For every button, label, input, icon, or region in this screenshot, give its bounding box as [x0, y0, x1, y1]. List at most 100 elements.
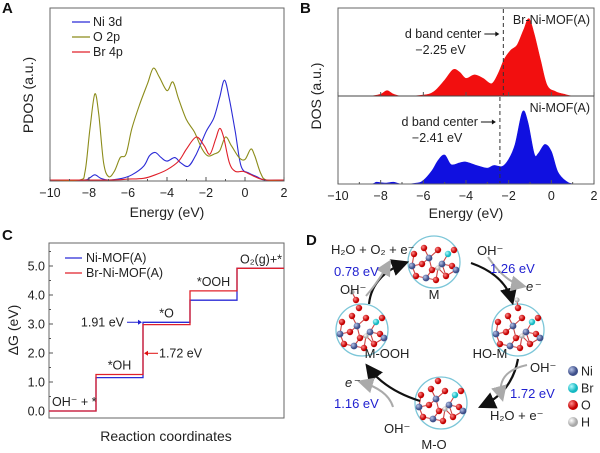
legend-atom-ni [568, 366, 578, 376]
panel-letter-b: B [300, 0, 311, 17]
atom-o [514, 304, 522, 312]
step2-reactant: OH⁻ [530, 360, 556, 375]
panel-letter-a: A [2, 0, 13, 17]
atom-o [512, 334, 520, 342]
y-tick-label: 5.0 [28, 260, 45, 274]
panel-c-free-energy-chart: 0.0 1.0 2.0 3.0 4.0 5.0 OH⁻ + * *OH *O *OOH O₂(g)… [5, 242, 285, 444]
panel-letter-c: C [2, 227, 13, 244]
atom-o [356, 334, 364, 342]
step2-energy: 1.72 eV [510, 386, 555, 401]
x-tick-label: 0 [548, 189, 555, 203]
pdos-line-ni-3d [49, 79, 285, 181]
atom-o [434, 377, 442, 385]
atom-ni [425, 254, 433, 262]
x-tick-label: −6 [416, 189, 430, 203]
atom-o [450, 246, 458, 254]
atom-o [496, 340, 504, 348]
d-band-arrow-head [491, 119, 496, 125]
step1-product: e⁻ [526, 279, 541, 294]
molecule-m-o [414, 376, 468, 430]
cycle-arrow-mo-to-mooh [365, 363, 421, 403]
panel-a-ylabel: PDOS (a.u.) [20, 57, 36, 133]
atom-o [449, 413, 457, 421]
panel-a-pdos-chart: −10 −8 −6 −4 −2 0 2 Energy (eV) PDOS (a.u.) Ni… [20, 7, 288, 220]
panel-c-xlabel: Reaction coordinates [100, 428, 232, 444]
x-tick-label: −10 [327, 189, 348, 203]
pdos-line-o-2p [49, 67, 285, 182]
legend-atom-label: H [581, 416, 590, 430]
x-tick-label: −2 [199, 186, 213, 200]
atom-o [417, 391, 425, 399]
atom-o [412, 272, 420, 280]
y-tick-label: 2.0 [28, 347, 45, 361]
atom-ni [522, 328, 530, 336]
step4-product: H₂O + O₂ + e⁻ [331, 242, 414, 257]
atom-ni [445, 401, 453, 409]
atom-h [435, 265, 441, 271]
d-band-arrow-head [495, 31, 500, 37]
x-tick-label: −10 [39, 186, 60, 200]
atom-o [418, 260, 426, 268]
atom-h [442, 406, 448, 412]
d-band-center-label: d band center [401, 115, 477, 129]
atom-o [502, 328, 510, 336]
atom-o [518, 314, 526, 322]
legend-atom-o [568, 400, 578, 410]
atom-ni [432, 395, 440, 403]
legend-label: Ni-MOF(A) [86, 251, 146, 265]
step-label: *O [159, 306, 174, 320]
atom-o [442, 272, 450, 280]
atom-o [494, 318, 502, 326]
atom-ni [429, 415, 437, 423]
atom-o [355, 304, 363, 312]
legend-label: Br 4p [93, 45, 123, 59]
state-label-mooh: M-OOH [365, 346, 410, 361]
x-tick-label: 0 [242, 186, 249, 200]
atom-h [519, 333, 525, 339]
x-tick-label: −4 [459, 189, 473, 203]
atom-ni [438, 260, 446, 268]
panel-b-xlabel: Energy (eV) [429, 205, 504, 221]
atom-o [432, 276, 440, 284]
atom-o [441, 387, 449, 395]
legend-label: Br-Ni-MOF(A) [86, 266, 163, 280]
atom-br [451, 391, 459, 399]
x-tick-label: 2 [281, 186, 288, 200]
atom-o [338, 318, 346, 326]
legend-atom-br [568, 383, 578, 393]
legend-atom-label: Ni [581, 365, 593, 379]
pdos-line-br-4p [49, 127, 285, 181]
panel-a-xlabel: Energy (eV) [130, 204, 205, 220]
state-label-m: M [429, 287, 440, 302]
y-tick-label: 4.0 [28, 289, 45, 303]
x-tick-label: −8 [82, 186, 96, 200]
side-arrow-step3 [357, 377, 394, 408]
atom-ni [380, 334, 388, 342]
atom-o [428, 266, 436, 274]
legend-atom-label: Br [581, 382, 594, 396]
d-band-center-value: −2.41 eV [412, 131, 463, 145]
state-label-mo: M-O [421, 437, 446, 452]
x-tick-label: −2 [502, 189, 516, 203]
legend-label: O 2p [93, 30, 120, 44]
atom-ni [336, 330, 344, 338]
step3-energy: 1.16 eV [334, 396, 379, 411]
step2-product: H₂O + e⁻ [490, 408, 543, 423]
state-label-hom: HO-M [473, 346, 508, 361]
atom-o [419, 413, 427, 421]
atom-ni [353, 322, 361, 330]
y-tick-label: 3.0 [28, 318, 45, 332]
dos-area-br-ni-mofa [337, 18, 595, 97]
x-tick-label: −4 [160, 186, 174, 200]
step3-product: e⁻ [345, 375, 360, 390]
atom-ni [422, 274, 430, 282]
atom-o [516, 344, 524, 352]
atom-ni [536, 334, 544, 342]
atom-o [410, 250, 418, 258]
panel-c-frame [48, 242, 285, 419]
molecule-ho-m [491, 297, 545, 357]
step4-reactant: OH⁻ [340, 282, 366, 297]
legend-atom-h [568, 417, 578, 427]
atom-br [528, 318, 536, 326]
atom-o [457, 387, 465, 395]
